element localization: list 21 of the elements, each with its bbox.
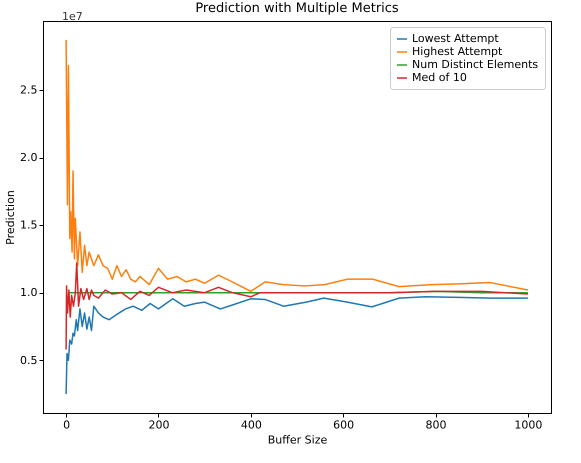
legend-label: Med of 10 [412,71,467,84]
y-tick-label: 0.5 [20,354,38,367]
line-series [65,296,529,395]
legend-label: Num Distinct Elements [412,58,538,71]
x-tick-label: 800 [426,418,447,432]
y-tick-label: 1.5 [20,218,38,232]
annotation: 1e7 [62,10,83,23]
x-tick-label: 400 [240,418,262,432]
line-series [65,262,529,350]
x-tick-label: 1000 [514,418,542,432]
y-tick-label: 2.0 [20,151,38,164]
chart-title: Prediction with Multiple Metrics [195,1,399,16]
legend-label: Lowest Attempt [412,32,500,45]
y-tick-label: 2.5 [20,83,38,96]
x-tick-label: 0 [63,418,70,432]
y-axis-title: Prediction [4,190,18,245]
x-tick-label: 200 [148,418,170,432]
legend-label: Highest Attempt [412,45,504,58]
x-axis-title: Buffer Size [268,434,328,446]
x-tick-label: 600 [333,418,354,432]
y-tick-label: 1.0 [20,286,38,300]
